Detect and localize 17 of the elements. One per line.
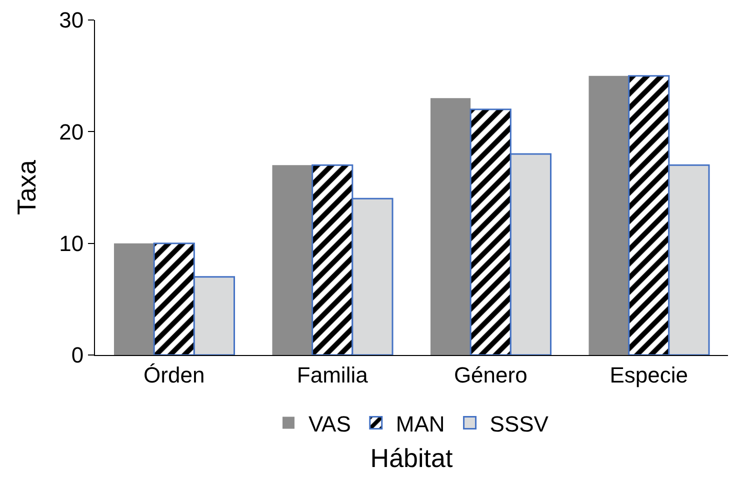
- text: MAN: [396, 411, 445, 436]
- y-tick-label: 10: [59, 231, 84, 256]
- x-tick-label: Órden: [144, 362, 205, 388]
- x-tick-label: Familia: [296, 362, 369, 388]
- x-tick-label: Género: [454, 362, 528, 388]
- bar: [430, 98, 471, 355]
- y-tick-label: 0: [71, 342, 84, 368]
- y-axis-title: Taxa: [12, 160, 42, 215]
- bar: [114, 243, 154, 355]
- bar: [272, 165, 312, 355]
- legend-label: SSSV: [490, 411, 549, 436]
- bar: [588, 76, 629, 355]
- x-axis-title: Hábitat: [370, 443, 454, 474]
- legend-label: VAS: [308, 411, 351, 436]
- y-tick-label: 30: [59, 8, 84, 33]
- x-tick-label: Especie: [610, 362, 688, 388]
- y-tick-label: 20: [59, 119, 84, 144]
